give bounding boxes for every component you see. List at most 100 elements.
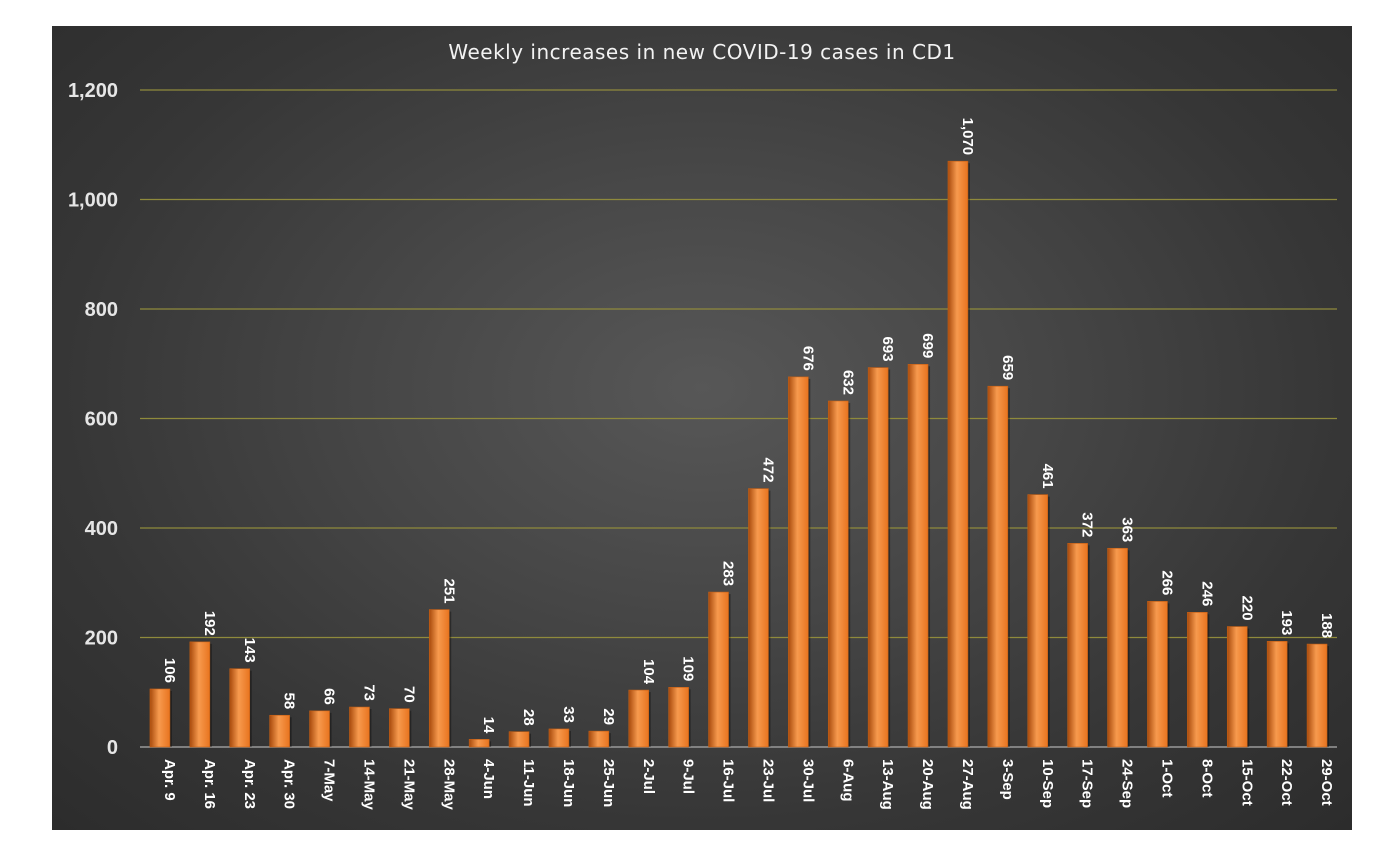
bar [149, 688, 171, 748]
data-label: 104 [640, 659, 657, 685]
data-label: 28 [520, 709, 537, 726]
x-tick-label: 16-Jul [720, 759, 737, 802]
bar [1147, 601, 1168, 748]
data-label: 188 [1318, 613, 1335, 638]
x-tick-label: 23-Jul [759, 759, 776, 802]
x-tick-label: Apr. 16 [201, 759, 218, 809]
bar [468, 739, 490, 748]
x-tick-label: 17-Sep [1079, 759, 1096, 808]
x-tick-label: 9-Jul [680, 759, 697, 794]
data-label: 1,070 [959, 118, 976, 156]
x-tick-label: Apr. 23 [241, 759, 258, 809]
data-label: 676 [799, 346, 816, 371]
data-label: 372 [1079, 512, 1096, 537]
x-tick-label: 7-May [321, 759, 338, 802]
bar [189, 641, 211, 748]
x-tick-label: Apr. 9 [161, 759, 178, 801]
data-label: 29 [600, 708, 617, 725]
y-tick-label: 400 [85, 518, 118, 540]
data-label: 192 [201, 611, 218, 636]
data-label: 70 [400, 686, 417, 703]
data-label: 220 [1238, 596, 1255, 621]
bar [1226, 626, 1248, 748]
data-label: 632 [839, 370, 856, 395]
chart-area: Weekly increases in new COVID-19 cases i… [52, 26, 1352, 830]
bar [1306, 643, 1328, 748]
data-label: 472 [759, 458, 776, 483]
bar [508, 731, 530, 748]
gridlines [140, 89, 1337, 748]
data-label: 283 [720, 561, 737, 586]
x-tick-label: 15-Oct [1238, 759, 1255, 806]
data-label: 66 [321, 688, 338, 705]
bar [1266, 641, 1288, 748]
bar [349, 706, 370, 748]
data-label: 106 [161, 658, 178, 683]
x-tick-label: 3-Sep [999, 759, 1016, 800]
bar [1027, 494, 1049, 748]
x-tick-label: 10-Sep [1039, 759, 1056, 808]
x-tick-label: 24-Sep [1119, 759, 1136, 808]
data-label: 73 [360, 684, 377, 701]
data-label: 461 [1039, 464, 1056, 489]
x-tick-label: 22-Oct [1278, 759, 1295, 806]
x-tick-label: 20-Aug [919, 759, 936, 810]
bar [628, 689, 650, 748]
bar [309, 710, 330, 748]
x-tick-label: 30-Jul [799, 759, 816, 802]
bar [1067, 543, 1088, 748]
x-tick-label: 11-Jun [520, 759, 537, 807]
chart-title: Weekly increases in new COVID-19 cases i… [448, 40, 956, 64]
data-label: 33 [560, 706, 577, 723]
bar [588, 730, 610, 748]
bar [548, 728, 570, 748]
y-tick-label: 0 [107, 737, 118, 759]
data-label: 143 [241, 638, 258, 663]
x-tick-label: 18-Jun [560, 759, 577, 807]
bar [827, 400, 849, 748]
x-tick-label: 29-Oct [1318, 759, 1335, 806]
y-tick-label: 800 [85, 299, 118, 321]
x-tick-label: 6-Aug [839, 759, 856, 802]
x-tick-label: 27-Aug [959, 759, 976, 810]
data-labels: 106 192 143 58 66 73 70 251 14 28 33 29 104 109 283 472… [161, 118, 1335, 734]
data-label: 109 [680, 656, 697, 681]
bar [229, 668, 251, 748]
x-tick-label: Apr. 30 [281, 759, 298, 809]
bar [269, 714, 290, 748]
y-axis-ticks: 0 200 400 600 800 1,000 1,200 [68, 80, 118, 759]
data-label: 699 [919, 333, 936, 358]
bar [867, 367, 889, 748]
x-tick-label: 2-Jul [640, 759, 657, 794]
bar [748, 488, 769, 748]
bar [907, 363, 929, 748]
bar [708, 591, 729, 748]
x-tick-label: 13-Aug [879, 759, 896, 810]
data-label: 246 [1198, 581, 1215, 606]
x-tick-label: 28-May [440, 759, 457, 811]
x-tick-label: 21-May [400, 759, 417, 811]
x-tick-label: 14-May [360, 759, 377, 811]
data-label: 363 [1119, 517, 1136, 542]
bar [788, 376, 809, 748]
y-tick-label: 1,200 [68, 80, 118, 102]
x-tick-label: 8-Oct [1198, 759, 1215, 797]
data-label: 659 [999, 355, 1016, 380]
x-tick-label: 1-Oct [1158, 759, 1175, 797]
x-tick-label: 25-Jun [600, 759, 617, 807]
data-label: 58 [281, 693, 298, 710]
y-tick-label: 1,000 [68, 190, 118, 212]
data-label: 266 [1158, 570, 1175, 595]
data-label: 193 [1278, 610, 1295, 635]
x-axis-ticks: Apr. 9 Apr. 16 Apr. 23 Apr. 30 7-May 14-May 21… [161, 759, 1335, 811]
data-label: 14 [480, 717, 497, 734]
bar [1107, 547, 1128, 748]
bar [987, 385, 1009, 748]
y-tick-label: 200 [85, 628, 118, 650]
data-label: 693 [879, 337, 896, 362]
bars [149, 160, 1330, 748]
bar [947, 160, 969, 748]
data-label: 251 [440, 579, 457, 604]
bar [389, 708, 410, 748]
